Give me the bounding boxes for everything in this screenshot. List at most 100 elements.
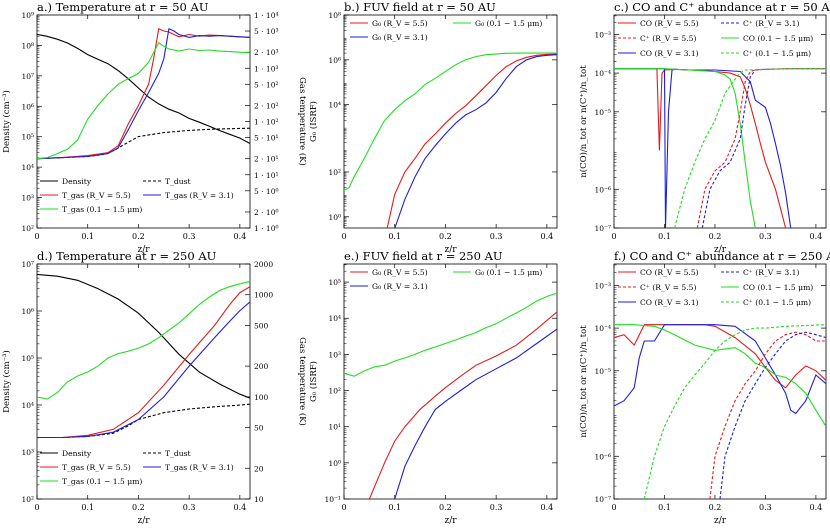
y2-tick-label: 1 · 10³ bbox=[254, 64, 278, 73]
x-tick-label: 0.2 bbox=[132, 503, 145, 512]
legend-label: T_gas (R_V = 5.5) bbox=[62, 463, 131, 472]
legend-label: CO (R_V = 3.1) bbox=[640, 298, 699, 307]
y-tick-label: 10⁻⁴ bbox=[594, 324, 611, 333]
plot-frame bbox=[613, 14, 827, 229]
x-tick-label: 0.1 bbox=[81, 232, 94, 241]
legend-label: T_dust bbox=[165, 177, 191, 186]
y-tick-label: 10⁴ bbox=[21, 163, 34, 172]
y-tick-label: 10² bbox=[21, 495, 34, 504]
series-group bbox=[37, 28, 250, 160]
legend-label: T_gas (0.1 − 1.5 μm) bbox=[62, 205, 142, 214]
x-tick-label: 0.2 bbox=[132, 232, 145, 241]
panel-title: c.) CO and C⁺ abundance at r = 50 AU bbox=[614, 0, 830, 14]
legend-label: C⁺ (R_V = 3.1) bbox=[743, 19, 799, 28]
y-tick-label: 10⁷ bbox=[21, 72, 34, 81]
y-tick-label: 10⁶ bbox=[21, 102, 34, 111]
series-line-1 bbox=[394, 328, 557, 499]
y-axis-label: G₀ (ISRF) bbox=[308, 101, 319, 142]
x-axis-label: z/r bbox=[714, 516, 727, 526]
x-tick-label: 0 bbox=[611, 232, 616, 241]
y-tick-label: 10⁻⁵ bbox=[594, 367, 611, 376]
x-tick-label: 0 bbox=[34, 232, 39, 241]
y2-axis-label: Gas temperature (K) bbox=[297, 337, 308, 426]
y2-tick-label: 2 · 10⁰ bbox=[254, 208, 278, 217]
panel-b: b.) FUV field at r = 50 AU 0 0.1 0.2 0.3 0.4 z… bbox=[308, 0, 558, 255]
legend-label: G₀ (R_V = 3.1) bbox=[372, 33, 428, 42]
y-tick-label: 10⁸ bbox=[21, 41, 34, 50]
plot-frame bbox=[343, 14, 558, 229]
x-tick-label: 0 bbox=[34, 503, 39, 512]
y-tick-label: 10³ bbox=[328, 350, 341, 359]
series-line-3 bbox=[37, 301, 250, 439]
legend-label: G₀ (0.1 − 1.5 μm) bbox=[475, 19, 542, 28]
y2-tick-label: 200 bbox=[254, 362, 269, 371]
y-tick-label: 10³ bbox=[21, 194, 34, 203]
y-tick-label: 10⁷ bbox=[21, 260, 34, 269]
y-tick-label: 10⁻⁷ bbox=[594, 224, 611, 233]
y-tick-label: 10⁻⁶ bbox=[594, 185, 611, 194]
legend-label: T_gas (0.1 − 1.5 μm) bbox=[62, 477, 142, 486]
legend-label: C⁺ (R_V = 5.5) bbox=[640, 34, 696, 43]
legend-label: G₀ (0.1 − 1.5 μm) bbox=[475, 268, 542, 277]
series-line-0 bbox=[368, 311, 557, 499]
y-tick-label: 10⁵ bbox=[21, 133, 34, 142]
y-tick-label: 10⁻³ bbox=[594, 30, 611, 39]
y2-tick-label: 10 bbox=[254, 495, 264, 504]
y-tick-label: 10² bbox=[328, 387, 341, 396]
series-line-1 bbox=[614, 324, 826, 415]
legend-label: T_dust bbox=[165, 449, 191, 458]
panel-f: f.) CO and C⁺ abundance at r = 250 AU 0 0.… bbox=[578, 249, 830, 526]
y-tick-label: 10⁻¹ bbox=[324, 495, 341, 504]
series-line-0 bbox=[386, 53, 557, 228]
series-group bbox=[614, 68, 826, 228]
plot-frame bbox=[36, 263, 251, 500]
legend-label: T_gas (R_V = 3.1) bbox=[165, 463, 234, 472]
x-tick-label: 0.4 bbox=[810, 503, 823, 512]
x-tick-label: 0.4 bbox=[810, 232, 823, 241]
y2-tick-label: 2 · 10¹ bbox=[254, 155, 278, 164]
y2-tick-label: 1 · 10⁰ bbox=[254, 224, 278, 233]
y2-tick-label: 1 · 10¹ bbox=[254, 171, 278, 180]
legend: G₀ (R_V = 5.5) G₀ (0.1 − 1.5 μm) G₀ (R_V =… bbox=[350, 268, 542, 291]
x-tick-label: 0.4 bbox=[233, 232, 246, 241]
legend-label: G₀ (R_V = 3.1) bbox=[372, 282, 428, 291]
legend: CO (R_V = 5.5) C⁺ (R_V = 3.1) C⁺ (R_V = 5.… bbox=[618, 268, 813, 307]
series-line-4 bbox=[37, 42, 250, 160]
y2-tick-label: 5 · 10² bbox=[254, 80, 278, 89]
legend-label: CO (R_V = 5.5) bbox=[640, 19, 699, 28]
panel-d: d.) Temperature at r = 250 AU 0 0.1 0.2 0.3 0… bbox=[1, 249, 308, 526]
y2-axis-label: Gas temperature (K) bbox=[297, 77, 308, 166]
series-line-0 bbox=[614, 324, 826, 389]
series-line-4 bbox=[719, 331, 826, 499]
series-line-1 bbox=[37, 127, 250, 160]
series-line-2 bbox=[614, 68, 756, 228]
legend: CO (R_V = 5.5) C⁺ (R_V = 3.1) C⁺ (R_V = 5.… bbox=[618, 19, 813, 58]
panel-title: e.) FUV field at r = 250 AU bbox=[344, 249, 503, 263]
x-tick-label: 0.4 bbox=[233, 503, 246, 512]
series-line-3 bbox=[709, 331, 826, 499]
y-tick-label: 10⁻⁷ bbox=[594, 495, 611, 504]
legend-label: T_gas (R_V = 5.5) bbox=[62, 191, 131, 200]
y-tick-label: 10⁰ bbox=[328, 459, 341, 468]
y-tick-label: 10⁶ bbox=[21, 307, 34, 316]
x-tick-label: 0.2 bbox=[439, 232, 452, 241]
x-axis-label: z/r bbox=[137, 245, 150, 255]
x-tick-label: 0 bbox=[341, 232, 346, 241]
series-line-3 bbox=[696, 68, 826, 228]
x-tick-label: 0.1 bbox=[81, 503, 94, 512]
legend: Density T_dust T_gas (R_V = 5.5) T_gas (R_V… bbox=[40, 177, 234, 214]
panel-e: e.) FUV field at r = 250 AU 0 0.1 0.2 0.3 0.4… bbox=[308, 249, 558, 526]
x-tick-label: 0 bbox=[611, 503, 616, 512]
series-line-0 bbox=[614, 68, 787, 228]
series-line-2 bbox=[344, 292, 557, 377]
panel-a: a.) Temperature at r = 50 AU 0 0.1 0.2 0.3 0.… bbox=[1, 0, 308, 255]
y-axis-label: Density (cm⁻³) bbox=[1, 90, 12, 153]
legend: Density T_dust T_gas (R_V = 5.5) T_gas (R_V… bbox=[40, 449, 234, 486]
legend-label: C⁺ (0.1 − 1.5 μm) bbox=[743, 298, 811, 307]
x-axis-label: z/r bbox=[137, 516, 150, 526]
y-axis-label: n(CO)/n_tot or n(C⁺)/n_tot bbox=[578, 325, 589, 438]
legend-label: Density bbox=[62, 449, 92, 458]
y-axis-label: n(CO)/n_tot or n(C⁺)/n_tot bbox=[578, 65, 589, 178]
legend-label: CO (0.1 − 1.5 μm) bbox=[743, 34, 813, 43]
series-group bbox=[37, 273, 250, 439]
